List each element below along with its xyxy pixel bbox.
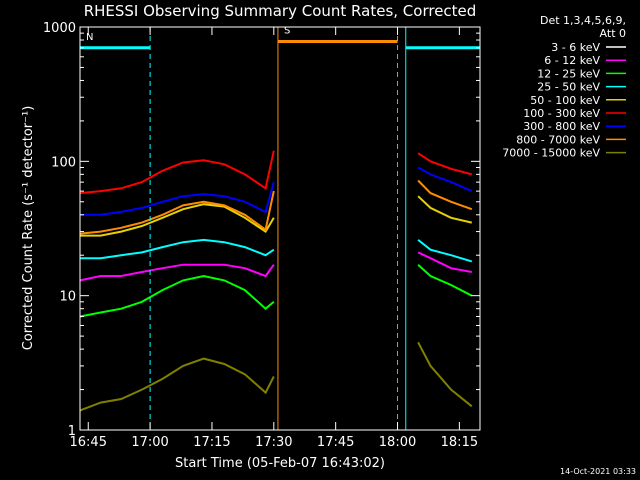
y-axis-label: Corrected Count Rate (s⁻¹ detector⁻¹) bbox=[21, 106, 36, 351]
x-tick-label-5: 17:45 bbox=[317, 435, 354, 450]
series-line-1 bbox=[80, 279, 473, 367]
y-tick-label-4: 1000 bbox=[43, 21, 76, 36]
x-axis-label: Start Time (05-Feb-07 16:43:02) bbox=[175, 456, 385, 471]
legend-entry-label-1: 3 - 6 keV bbox=[551, 41, 600, 54]
y-tick-label-3: 100 bbox=[51, 155, 76, 170]
y-tick-label-1: 1 bbox=[68, 424, 76, 439]
y-tick-label-2: 10 bbox=[59, 290, 76, 305]
legend-entry-label-9: 7000 - 15000 keV bbox=[502, 147, 600, 160]
legend-entry-label-6: 100 - 300 keV bbox=[523, 107, 600, 120]
legend-entry-label-7: 300 - 800 keV bbox=[523, 120, 600, 133]
chart-title: RHESSI Observing Summary Count Rates, Co… bbox=[84, 2, 477, 20]
legend-entry-label-2: 6 - 12 keV bbox=[544, 54, 600, 67]
legend-header: Det 1,3,4,5,6,9, bbox=[540, 14, 626, 27]
x-tick-label-4: 17:30 bbox=[255, 435, 292, 450]
series-line-4 bbox=[80, 238, 473, 263]
interval-label-1: N bbox=[86, 32, 93, 43]
series-line-2 bbox=[79, 251, 472, 282]
series-line-5 bbox=[80, 195, 473, 237]
x-tick-label-6: 18:00 bbox=[379, 435, 416, 450]
legend-entry-label-4: 25 - 50 keV bbox=[537, 81, 600, 94]
legend-entry-label-3: 12 - 25 keV bbox=[537, 67, 600, 80]
axes-frame bbox=[79, 26, 481, 431]
interval-label-2: S bbox=[284, 25, 290, 36]
series-line-7 bbox=[80, 166, 473, 216]
timestamp: 14-Oct-2021 03:33 bbox=[560, 467, 636, 476]
series-line-6 bbox=[79, 150, 473, 195]
series-line-3 bbox=[79, 263, 473, 318]
x-tick-label-3: 17:15 bbox=[193, 435, 230, 450]
x-tick-label-7: 18:15 bbox=[441, 435, 478, 450]
x-tick-label-1: 16:45 bbox=[70, 435, 107, 450]
legend-header-2: Att 0 bbox=[600, 27, 626, 40]
legend-entry-label-5: 50 - 100 keV bbox=[530, 94, 600, 107]
series-line-9 bbox=[79, 341, 473, 412]
series-line-8 bbox=[79, 179, 473, 235]
axes: 16:45 17:00 17:15 17:30 17:45 18:00 18:15 1 10 10… bbox=[43, 21, 481, 450]
legend-entry-label-8: 800 - 7000 keV bbox=[516, 133, 600, 146]
x-tick-label-2: 17:00 bbox=[131, 435, 168, 450]
